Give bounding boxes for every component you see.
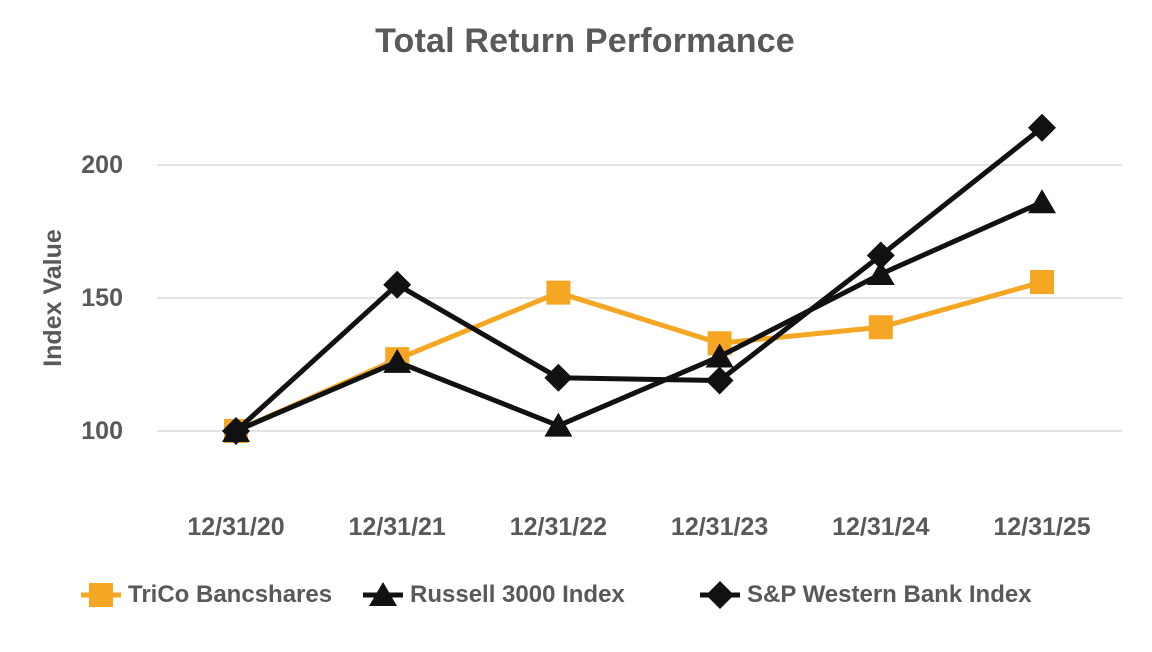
diamond-marker-icon xyxy=(700,581,740,609)
data-point-trico-bancshares xyxy=(707,331,732,356)
x-axis-label: 12/31/24 xyxy=(832,513,930,541)
series-line-s-p-western-bank-index xyxy=(233,125,1045,434)
data-point-trico-bancshares xyxy=(1030,270,1054,295)
data-point-russell-3000-index xyxy=(1028,189,1056,214)
y-tick-label: 200 xyxy=(81,151,123,179)
legend-item: S&P Western Bank Index xyxy=(700,578,1032,612)
legend-marker-shape xyxy=(89,583,113,607)
data-point-s-p-western-bank-index xyxy=(866,241,895,270)
legend-marker-shape xyxy=(369,582,397,606)
series-line-russell-3000-index xyxy=(233,199,1045,434)
x-axis-label: 12/31/22 xyxy=(509,513,608,541)
legend-item: TriCo Bancshares xyxy=(81,578,332,612)
data-point-s-p-western-bank-index xyxy=(383,270,412,299)
data-point-russell-3000-index xyxy=(705,343,734,368)
square-marker-icon xyxy=(81,583,121,607)
legend-label: TriCo Bancshares xyxy=(128,581,333,608)
data-point-s-p-western-bank-index xyxy=(544,363,573,392)
legend-label: S&P Western Bank Index xyxy=(747,581,1032,608)
data-point-s-p-western-bank-index xyxy=(1028,113,1056,142)
data-point-russell-3000-index xyxy=(383,348,412,373)
data-point-russell-3000-index xyxy=(866,261,895,286)
data-point-trico-bancshares xyxy=(546,280,571,305)
legend-item: Russell 3000 Index xyxy=(363,578,625,612)
data-point-s-p-western-bank-index xyxy=(222,417,250,445)
legend-label: Russell 3000 Index xyxy=(410,581,625,608)
x-axis-label: 12/31/21 xyxy=(348,513,446,541)
y-tick-label: 100 xyxy=(81,417,123,445)
chart-title: Total Return Performance xyxy=(375,22,795,60)
y-tick-label: 150 xyxy=(81,284,123,312)
x-axis-label: 12/31/23 xyxy=(670,513,769,541)
data-point-trico-bancshares xyxy=(868,315,893,340)
triangle-marker-icon xyxy=(363,582,403,606)
legend-marker-shape xyxy=(706,581,734,609)
chart-legend: TriCo Bancshares Russell 3000 Index S&P We… xyxy=(0,578,1152,614)
x-axis-label: 12/31/20 xyxy=(187,513,285,541)
x-axis-label: 12/31/25 xyxy=(993,513,1091,541)
data-point-russell-3000-index xyxy=(544,412,573,437)
data-point-s-p-western-bank-index xyxy=(705,366,734,395)
series-line-trico-bancshares xyxy=(233,279,1045,434)
